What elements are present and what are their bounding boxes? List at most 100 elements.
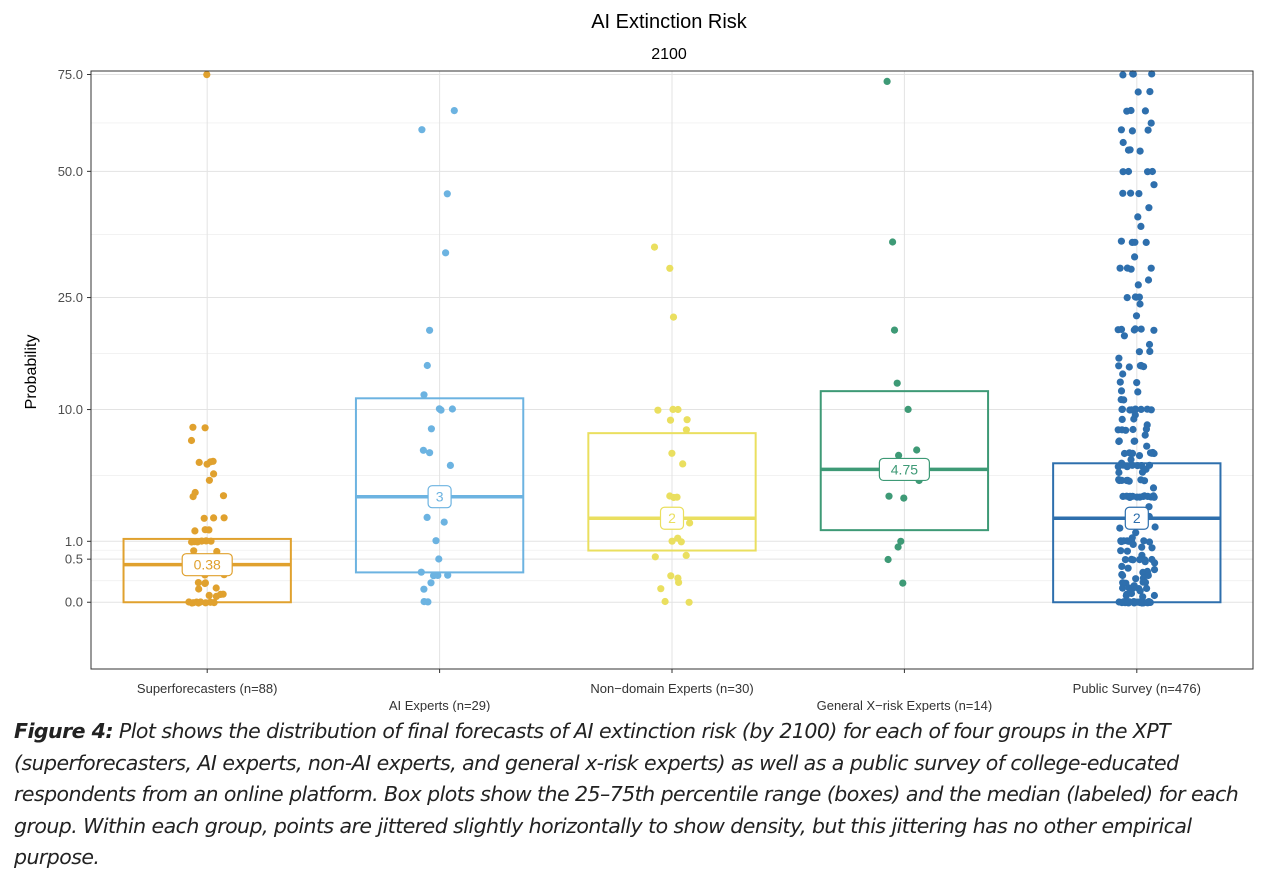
y-axis-label: Probability xyxy=(23,335,40,410)
group-5-data-point xyxy=(1119,598,1127,606)
group-2-data-point xyxy=(423,513,431,522)
group-5-data-point xyxy=(1134,88,1142,96)
group-3-data-point xyxy=(661,597,669,606)
group-3-median-label: 2 xyxy=(668,510,676,526)
group-4-data-point xyxy=(900,494,908,502)
group-5-data-point xyxy=(1126,146,1134,154)
group-3-data-point xyxy=(667,572,675,580)
group-5-data-point xyxy=(1143,405,1151,413)
group-5-data-point xyxy=(1151,559,1159,567)
group-5-data-point xyxy=(1119,571,1127,580)
group-5-data-point xyxy=(1119,370,1127,378)
group-1-data-point xyxy=(193,538,202,546)
group-2-data-point xyxy=(427,425,435,433)
figure-caption: Figure 4: Plot shows the distribution of… xyxy=(14,716,1262,874)
chart-subtitle: 2100 xyxy=(651,46,687,63)
group-1-data-point xyxy=(210,470,218,478)
group-5-data-point xyxy=(1116,264,1124,272)
group-2-x-tick-label: AI Experts (n=29) xyxy=(389,698,491,712)
group-5-data-point xyxy=(1140,537,1148,545)
group-2-data-point xyxy=(426,449,434,457)
group-5-data-point xyxy=(1127,455,1135,464)
group-4-median-label-box xyxy=(878,457,931,482)
group-2-data-point xyxy=(448,405,456,413)
group-1-data-point xyxy=(189,493,197,501)
group-5-data-point xyxy=(1119,189,1127,197)
group-5-data-point xyxy=(1116,378,1124,386)
group-5-data-point xyxy=(1141,558,1149,566)
group-5-data-point xyxy=(1132,529,1140,537)
group-1-data-point xyxy=(207,537,215,545)
group-5-x-tick-label: Public Survey (n=476) xyxy=(1073,681,1201,696)
group-5-data-point xyxy=(1120,396,1128,404)
group-5-data-point xyxy=(1131,405,1140,413)
group-5-data-point xyxy=(1144,168,1152,176)
group-5-data-point xyxy=(1143,442,1151,450)
group-5-data-point xyxy=(1130,437,1138,445)
group-5-data-point xyxy=(1146,449,1155,457)
group-5-data-point xyxy=(1115,354,1123,362)
group-2-median-label-box xyxy=(427,485,452,509)
group-3-data-point xyxy=(654,406,662,414)
group-4-data-point xyxy=(897,537,905,545)
group-2-data-point xyxy=(450,107,458,115)
group-2-data-point xyxy=(446,461,454,469)
group-5-data-point xyxy=(1147,264,1155,272)
group-5-data-point xyxy=(1150,181,1158,189)
caption-label: Figure 4: xyxy=(14,719,114,743)
group-5-data-point xyxy=(1115,437,1123,446)
group-5-data-point xyxy=(1115,468,1123,477)
group-5-data-point xyxy=(1120,332,1128,340)
group-4-data-point xyxy=(890,326,899,334)
group-1-data-point xyxy=(203,71,211,79)
group-3-data-point xyxy=(677,538,685,546)
group-4-data-point xyxy=(894,543,902,551)
group-5-data-point xyxy=(1149,492,1158,500)
group-1-data-point xyxy=(205,591,213,600)
group-1-data-point xyxy=(189,599,197,607)
group-1-data-point xyxy=(200,514,208,522)
group-5-data-point xyxy=(1119,138,1127,147)
group-5-data-point xyxy=(1115,362,1123,370)
group-5-data-point xyxy=(1124,476,1132,484)
group-5-data-point xyxy=(1121,556,1129,564)
group-5-data-point xyxy=(1135,452,1144,460)
group-1-data-point xyxy=(205,476,213,484)
group-2-data-point xyxy=(442,249,450,257)
group-5-data-point xyxy=(1124,167,1133,176)
group-3-data-point xyxy=(683,416,691,424)
group-1-data-point xyxy=(209,457,217,465)
group-4-data-point xyxy=(885,492,893,500)
group-1-data-point xyxy=(220,514,228,522)
grid-layer xyxy=(91,71,1253,669)
group-5-data-point xyxy=(1146,88,1154,96)
group-5-data-point xyxy=(1117,537,1125,546)
group-1-data-point xyxy=(191,527,199,535)
group-5-data-point xyxy=(1128,127,1136,135)
group-4-x-tick-label: General X−risk Experts (n=14) xyxy=(817,698,993,712)
group-1-data-point xyxy=(189,423,197,431)
group-2-data-point xyxy=(426,326,434,334)
group-5-data-point xyxy=(1145,340,1154,349)
group-5-data-point xyxy=(1130,326,1138,334)
group-4-data-point xyxy=(904,405,912,413)
group-1-data-point xyxy=(195,458,203,466)
group-2-data-point xyxy=(427,579,435,587)
group-1-median-label-box xyxy=(181,553,233,577)
group-3-data-point xyxy=(673,493,681,501)
group-2-data-point xyxy=(419,446,427,454)
group-3-data-point xyxy=(666,416,675,424)
group-5-data-point xyxy=(1115,476,1123,485)
group-5-data-point xyxy=(1137,325,1145,333)
group-3-median-label-box xyxy=(659,506,685,530)
y-tick-label: 25.0 xyxy=(58,290,83,305)
group-5-data-point xyxy=(1142,425,1150,433)
group-5-data-point xyxy=(1119,168,1127,176)
group-1-median-label: 0.38 xyxy=(194,557,221,573)
plot-panel-border xyxy=(90,70,1254,670)
group-5-data-point xyxy=(1127,189,1135,197)
group-3-x-tick-label: Non−domain Experts (n=30) xyxy=(590,681,753,696)
group-5-data-point xyxy=(1150,566,1159,574)
group-2-data-point xyxy=(424,598,432,606)
group-5-data-point xyxy=(1137,405,1145,413)
